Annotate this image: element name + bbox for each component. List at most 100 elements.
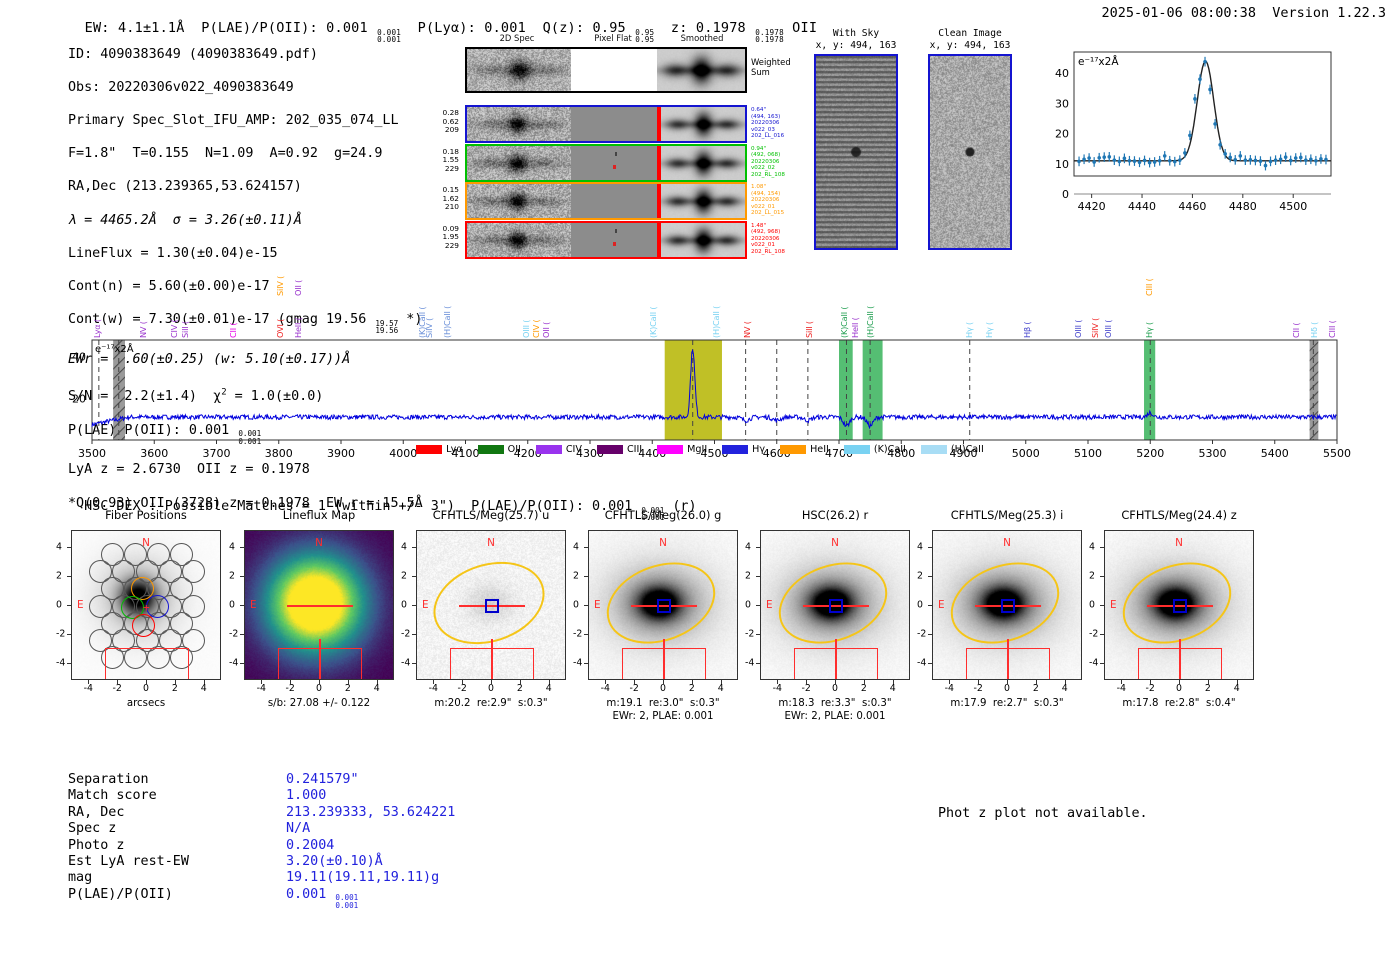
image-panel-frame: NE (416, 530, 566, 680)
cutout-title: With Sky (806, 28, 906, 40)
svg-text:e⁻¹⁷x2Å: e⁻¹⁷x2Å (95, 342, 134, 355)
image-panel-caption: m:17.8 re:2.8" s:0.4" (1088, 697, 1270, 710)
axis-tick-x: -2 (1145, 683, 1154, 694)
image-panel-title: Fiber Positions (55, 508, 237, 524)
spec2d-row-meta: 0.64" (494, 163) 20220306 v022_03 202_LL… (751, 107, 784, 140)
axis-tick-x: 4 (890, 683, 896, 694)
image-panel-caption2: EWr: 2, PLAE: 0.001 (744, 710, 926, 723)
axis-tick-x: -4 (773, 683, 782, 694)
legend-label: OII (508, 444, 521, 455)
axis-tick-x: 2 (172, 683, 178, 694)
full-spectrum-plot: 20 40 3500 3600 3700 3800 3900 4000 4100 4200 4300… (92, 340, 1337, 440)
legend-swatch (921, 445, 947, 454)
info-line-obs: Obs: 20220306v022_4090383649 (68, 80, 294, 95)
emission-line-label: Lyα ( (92, 298, 102, 338)
info-line-contw: Cont(w) = 7.30(±0.01)e-17 (gmag 19.56 19… (68, 312, 422, 327)
axis-tick-y: -4 (401, 657, 410, 668)
image-panel-title: HSC(26.2) r (744, 508, 926, 524)
emission-line-label: Hδ ( (1309, 298, 1319, 338)
axis-tick-x: 4 (374, 683, 380, 694)
axis-tick-y: -2 (229, 628, 238, 639)
axis-tick-y: -4 (573, 657, 582, 668)
axis-tick-x: 0 (660, 683, 666, 694)
info-line-z: LyA z = 2.6730 OII z = 0.1978 (68, 462, 310, 477)
east-label: E (766, 599, 773, 611)
info-line-contn: Cont(n) = 5.60(±0.00)e-17 (68, 279, 270, 294)
spec2d-row-stats: 0.09 1.95 229 (425, 225, 459, 251)
legend-label: (K)CaII (874, 444, 906, 455)
info-line-params: F=1.8" T=0.155 N=1.09 A=0.92 g=24.9 (68, 146, 382, 161)
image-panel: CFHTLS/Meg(24.4) z N E -4 -4 -2 -2 0 0 2 2 4 4 m:17.8… (1088, 508, 1270, 710)
emission-line-label: (H)CaII ( (865, 298, 875, 338)
legend-label: CIV (566, 444, 582, 455)
axis-tick-x: 2 (1033, 683, 1039, 694)
axis-tick-y: 4 (745, 542, 751, 553)
axis-tick-y: 2 (229, 571, 235, 582)
cutout-image (814, 54, 898, 250)
spec2d-row-stats: 0.15 1.62 210 (425, 186, 459, 212)
svg-text:20: 20 (72, 392, 86, 405)
legend-label: HeII (810, 444, 829, 455)
info-line-lineflux: LineFlux = 1.30(±0.04)e-15 (68, 246, 278, 261)
image-panel-frame: NE (1104, 530, 1254, 680)
spec2d-col-title: Pixel Flat (594, 33, 632, 43)
image-panel-title: CFHTLS/Meg(26.0) g (572, 508, 754, 524)
match-table-value: 1.000 (286, 788, 326, 804)
axis-tick-x: 0 (1176, 683, 1182, 694)
axis-tick-y: 0 (745, 600, 751, 611)
spec2d-fiber-row (465, 144, 747, 182)
legend-entry: (K)CaII (844, 444, 906, 455)
image-panel-caption: m:18.3 re:3.3" s:0.3" (744, 697, 926, 710)
legend-label: (H)CaII (951, 444, 984, 455)
spec2d-fiber-row (465, 182, 747, 220)
fiber-circle-highlight (132, 614, 155, 637)
axis-tick-x: -2 (629, 683, 638, 694)
svg-text:10: 10 (1055, 158, 1069, 171)
emission-line-label: CIV ( (169, 298, 179, 338)
legend-entry: Lyα (416, 444, 462, 455)
emission-line-label: NV ( (138, 298, 148, 338)
emission-line-label: OIII ( (521, 298, 531, 338)
legend-swatch (780, 445, 806, 454)
spec2d-col-title: 2D Spec (500, 33, 535, 43)
axis-tick-x: -2 (801, 683, 810, 694)
match-table-key: Photo z (68, 838, 124, 854)
east-label: E (1110, 599, 1117, 611)
legend-entry: CIV (536, 444, 582, 455)
emission-line-label: OII ( (541, 298, 551, 338)
image-panel-caption: m:19.1 re:3.0" s:0.3" (572, 697, 754, 710)
axis-tick-y: -2 (745, 628, 754, 639)
axis-tick-y: 4 (229, 542, 235, 553)
line-fit-plot: 0 10 20 30 40 4420 4440 4460 4480 4500 e⁻¹⁷x2Å (1032, 44, 1337, 224)
emission-line-label: OII ( (293, 256, 303, 296)
north-label: N (831, 537, 839, 549)
image-panel-frame: NE (760, 530, 910, 680)
timestamp: 2025-01-06 08:00:38 Version 1.22.3 (1102, 5, 1386, 21)
axis-tick-y: -2 (917, 628, 926, 639)
emission-line-label: CIII ( (1144, 256, 1154, 296)
axis-tick-y: 4 (917, 542, 923, 553)
cutout-coords: x, y: 494, 163 (920, 40, 1020, 52)
axis-tick-y: 2 (573, 571, 579, 582)
match-table-value: 3.20(±0.10)Å (286, 854, 383, 870)
weighted-sum-label: Weighted Sum (751, 57, 791, 77)
match-table-value: 0.241579" (286, 772, 359, 788)
match-marker (829, 599, 843, 613)
svg-text:4480: 4480 (1229, 200, 1257, 213)
axis-tick-x: 4 (546, 683, 552, 694)
legend-swatch (416, 445, 442, 454)
axis-tick-y: -2 (573, 628, 582, 639)
svg-text:4440: 4440 (1128, 200, 1156, 213)
emission-line-label: SiIV ( (424, 298, 434, 338)
east-label: E (250, 599, 257, 611)
info-line-lambda: λ = 4465.2Å σ = 3.26(±0.11)Å (68, 213, 302, 228)
info-line-slot: Primary Spec_Slot_IFU_AMP: 202_035_074_L… (68, 113, 399, 128)
image-panel-frame: NE (932, 530, 1082, 680)
image-panel-title: CFHTLS/Meg(25.3) i (916, 508, 1098, 524)
axis-tick-y: 2 (1089, 571, 1095, 582)
image-panel: CFHTLS/Meg(25.7) u N E -4 -4 -2 -2 0 0 2 2 4 4 m:20.2… (400, 508, 582, 710)
axis-tick-x: 2 (689, 683, 695, 694)
match-table-value: 0.2004 (286, 838, 334, 854)
match-table-key: RA, Dec (68, 805, 124, 821)
axis-tick-y: -2 (1089, 628, 1098, 639)
